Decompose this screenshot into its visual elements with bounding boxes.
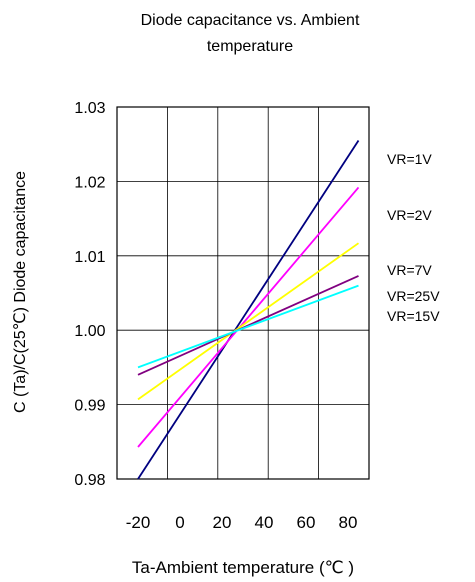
series-line: [137, 242, 360, 401]
x-tick-label: -20: [126, 513, 151, 532]
chart-title-line-2: temperature: [206, 38, 294, 55]
y-tick-label: 0.98: [74, 472, 105, 489]
x-tick-label: 40: [255, 513, 274, 532]
grid: [117, 107, 369, 479]
y-tick-label: 1.00: [74, 323, 105, 340]
x-axis-label: Ta-Ambient temperature (℃ ): [132, 558, 354, 577]
series-line: [137, 275, 359, 376]
x-tick-label: 60: [297, 513, 316, 532]
x-axis-ticks: -20 0 20 40 60 80: [126, 513, 358, 532]
series-line: [137, 186, 360, 448]
x-tick-label: 80: [339, 513, 358, 532]
y-tick-label: 1.03: [74, 100, 105, 117]
series-label: VR=2V: [387, 207, 432, 223]
x-tick-label: 20: [213, 513, 232, 532]
series-label: VR=25V: [387, 288, 440, 304]
series-line: [137, 140, 360, 480]
series-label: VR=7V: [387, 262, 432, 278]
x-tick-label: 0: [175, 513, 184, 532]
series-label: VR=15V: [387, 308, 440, 324]
y-tick-label: 0.99: [74, 398, 105, 415]
y-tick-label: 1.02: [74, 174, 105, 191]
series-label: VR=1V: [387, 151, 432, 167]
y-axis-label: C (Ta)/C(25℃) Diode capacitance: [12, 171, 29, 413]
chart-title-line-1: Diode capacitance vs. Ambient: [140, 12, 360, 29]
series-line: [137, 284, 359, 369]
plot-area: [116, 106, 370, 480]
y-tick-label: 1.01: [74, 249, 105, 266]
series-lines: [137, 140, 360, 480]
series-labels: VR=1V VR=2V VR=7V VR=25V VR=15V: [387, 151, 440, 324]
y-axis-ticks: 0.98 0.99 1.00 1.01 1.02 1.03: [74, 100, 105, 489]
